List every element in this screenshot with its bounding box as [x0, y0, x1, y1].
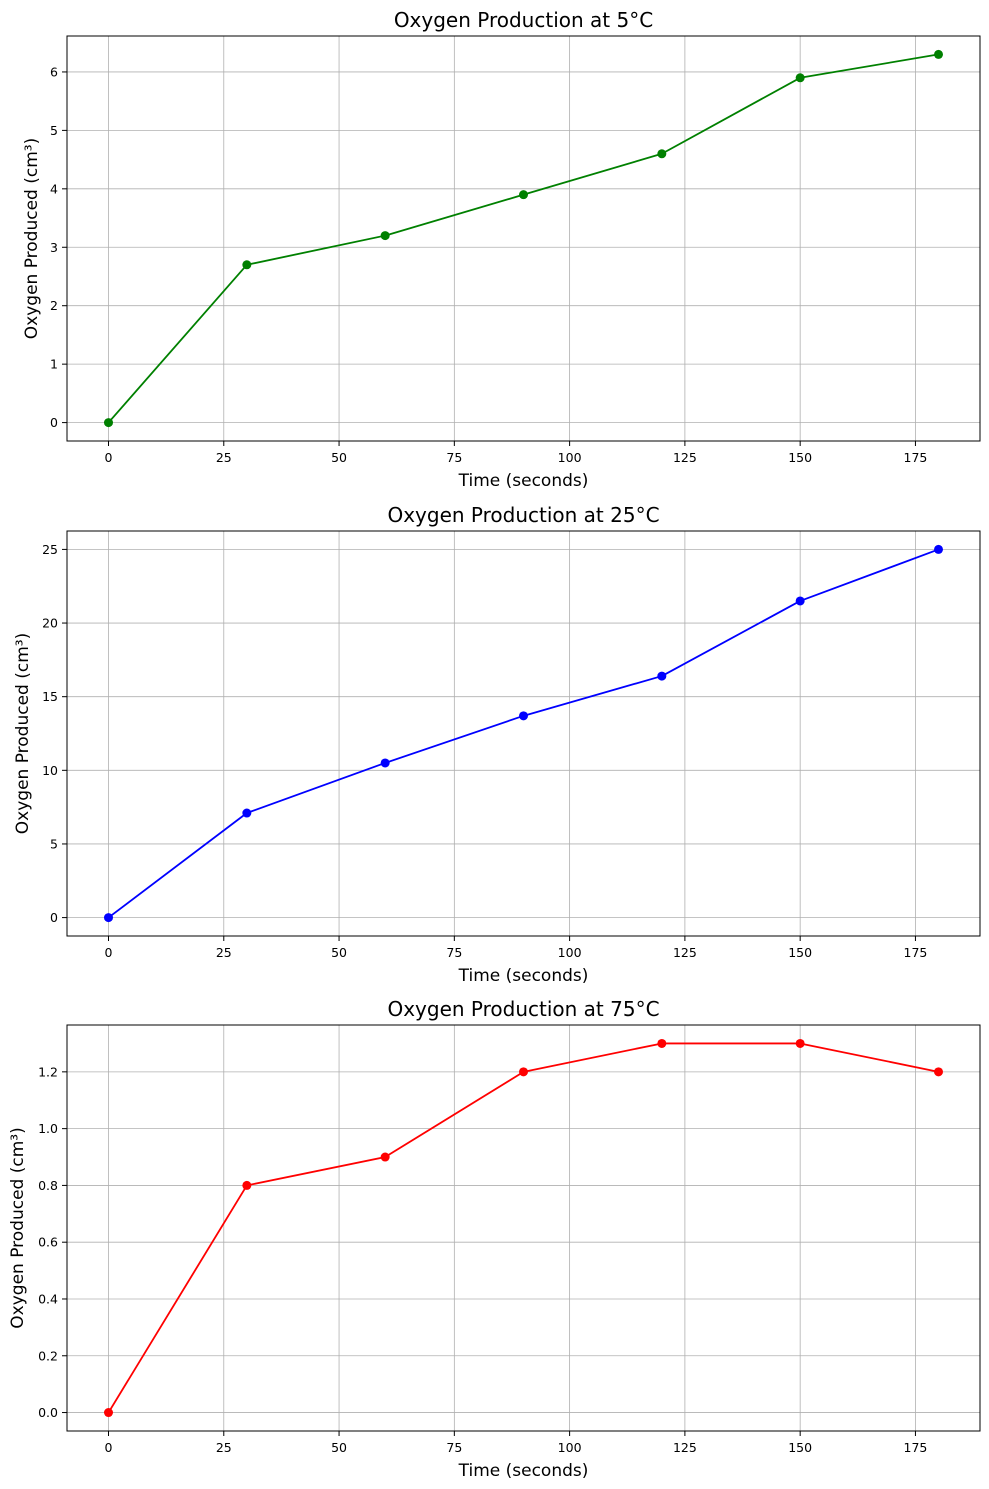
x-tick-label: 100 [558, 945, 582, 960]
x-tick-label: 25 [216, 1440, 232, 1455]
y-tick-label: 0.6 [38, 1235, 58, 1250]
x-tick-label: 0 [105, 945, 113, 960]
data-point [934, 49, 943, 59]
x-tick-label: 175 [904, 450, 928, 465]
y-tick-label: 0 [50, 415, 58, 430]
y-tick-label: 0.8 [38, 1178, 58, 1193]
y-tick-label: 0.2 [38, 1348, 58, 1363]
y-tick-label: 2 [50, 298, 58, 313]
series-line [107, 548, 939, 919]
x-tick-label: 75 [446, 945, 462, 960]
x-tick-label: 0 [105, 1440, 113, 1455]
y-axis-label: Oxygen Produced (cm³) [22, 138, 42, 339]
chart-panel-3: 0 25 50 75 100 125 150 175 0.0 0.2 0.4 0.6 0.8 1.0 1.2… [8, 997, 981, 1481]
y-axis-label: Oxygen Produced (cm³) [13, 633, 33, 834]
chart-title: Oxygen Production at 75°C [387, 997, 659, 1021]
plot-frame [66, 35, 981, 442]
x-tick-label: 50 [331, 945, 347, 960]
x-tick-label: 150 [788, 1440, 812, 1455]
x-tick-label: 125 [673, 945, 697, 960]
y-axis-label: Oxygen Produced (cm³) [8, 1127, 28, 1328]
data-point [380, 231, 390, 241]
x-tick-label: 150 [788, 450, 812, 465]
data-point [104, 418, 113, 428]
data-point [795, 1038, 805, 1048]
y-tick-label: 0.4 [38, 1291, 58, 1306]
y-tick-label: 25 [42, 542, 58, 557]
y-tick-label: 4 [50, 181, 58, 196]
x-axis-label: Time (seconds) [458, 1461, 589, 1481]
y-tick-label: 20 [42, 616, 58, 631]
y-tick-label: 1.2 [38, 1064, 58, 1079]
x-tick-label: 75 [446, 1440, 462, 1455]
y-tick-label: 0.0 [38, 1405, 58, 1420]
y-tick-label: 5 [50, 123, 58, 138]
data-point [242, 260, 252, 270]
y-tick-label: 3 [50, 240, 58, 255]
x-tick-label: 175 [904, 1440, 928, 1455]
data-point [380, 758, 390, 768]
x-axis-label: Time (seconds) [458, 471, 589, 491]
x-tick-label: 125 [673, 450, 697, 465]
chart-title: Oxygen Production at 25°C [387, 503, 659, 527]
y-tick-label: 1.0 [38, 1121, 58, 1136]
data-point [519, 190, 528, 200]
plot-frame [66, 530, 981, 937]
y-tick-label: 6 [50, 64, 58, 79]
series-line [107, 53, 939, 424]
data-point [934, 544, 943, 554]
plot-frame [66, 1024, 981, 1432]
x-tick-label: 25 [216, 450, 232, 465]
data-point [104, 913, 113, 923]
y-tick-label: 0 [50, 910, 58, 925]
x-tick-label: 150 [788, 945, 812, 960]
data-point [657, 1038, 667, 1048]
data-point [519, 1067, 528, 1077]
x-tick-label: 100 [558, 1440, 582, 1455]
data-point [795, 596, 805, 606]
x-tick-label: 0 [105, 450, 113, 465]
y-tick-label: 10 [42, 763, 58, 778]
data-point [657, 671, 667, 681]
data-point [795, 73, 805, 83]
x-tick-label: 100 [558, 450, 582, 465]
y-tick-label: 15 [42, 689, 58, 704]
x-axis-label: Time (seconds) [458, 966, 589, 986]
data-point [242, 808, 252, 818]
x-tick-label: 25 [216, 945, 232, 960]
x-tick-label: 50 [331, 450, 347, 465]
chart-title: Oxygen Production at 5°C [394, 8, 653, 32]
x-tick-label: 125 [673, 1440, 697, 1455]
x-tick-label: 175 [904, 945, 928, 960]
y-tick-label: 5 [50, 836, 58, 851]
data-point [519, 711, 528, 721]
data-point [934, 1067, 943, 1077]
x-tick-label: 75 [446, 450, 462, 465]
y-tick-label: 1 [50, 357, 58, 372]
chart-panel-1: 0 25 50 75 100 125 150 175 0 1 2 3 4 5 6 Oxygen Product… [22, 8, 981, 491]
series-line [107, 1042, 939, 1414]
data-point [104, 1408, 113, 1418]
data-point [657, 149, 667, 159]
x-tick-label: 50 [331, 1440, 347, 1455]
data-point [380, 1152, 390, 1162]
chart-panel-2: 0 25 50 75 100 125 150 175 0 5 10 15 20 25 Oxygen Prod… [13, 503, 981, 986]
data-point [242, 1180, 252, 1190]
